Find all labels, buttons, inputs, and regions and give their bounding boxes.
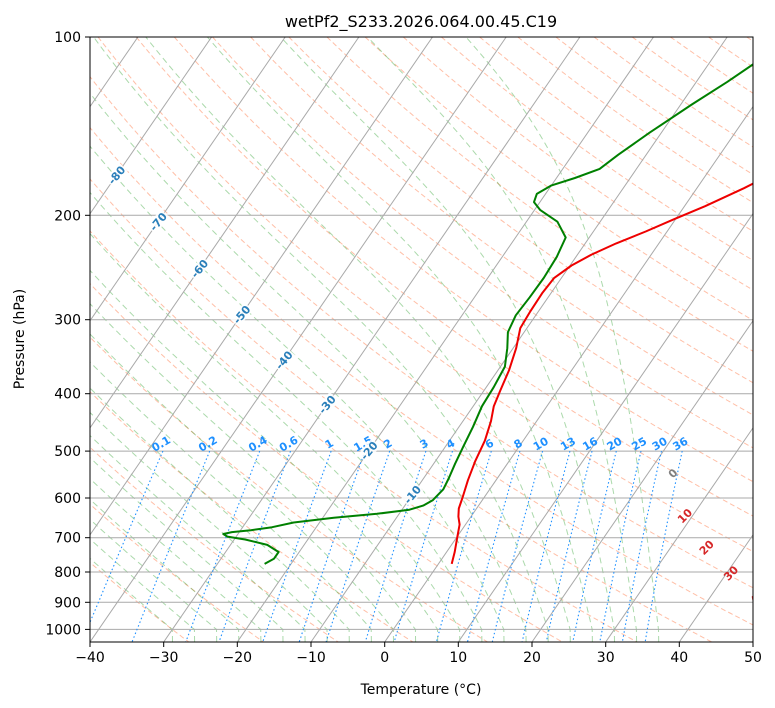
isotherm-label-bg [400,482,425,507]
x-tick-label: 10 [449,650,467,666]
dry-adiabat [250,37,753,416]
axis-ticks: −40 −30 −20 −10 0 10 20 30 40 50 100 200 300 400 500 60… [45,30,762,666]
dry-adiabat [90,230,638,642]
dry-adiabat [90,178,712,642]
mixing-ratio-line [621,450,663,642]
x-axis-label: Temperature (°C) [360,682,482,698]
moist-adiabat [90,302,417,642]
moist-adiabat [280,37,615,642]
y-axis-label: Pressure (hPa) [12,289,28,389]
x-tick-label: 0 [380,650,389,666]
sounding-series [222,63,753,565]
x-tick-label: 20 [523,650,541,666]
moist-adiabat [90,191,483,642]
dry-adiabat [90,446,339,642]
isotherm-label-bg [315,392,339,417]
temperature-line [450,182,753,565]
mixing-ratio-line [466,450,521,642]
isotherm [678,533,753,642]
isotherm [90,37,507,642]
moist-adiabat [90,145,505,642]
x-tick-label: 50 [744,650,762,666]
plot-frame [89,36,754,643]
y-tick-label: 800 [54,565,81,581]
chart-title: wetPf2_S233.2026.064.00.45.C19 [285,12,557,32]
y-tick-label: 100 [54,30,81,46]
dewpoint-line [222,63,753,565]
moist-adiabat-label: 40 [748,587,768,607]
background-lines [90,37,753,642]
x-tick-label: 40 [670,650,688,666]
dry-adiabat [90,503,264,642]
mixing-ratio-line [218,450,292,642]
isotherm [90,37,360,429]
isotherm [236,37,654,642]
mixing-ratio-line [131,450,211,642]
moist-adiabat [367,37,638,642]
isotherm [90,37,213,215]
isotherm [531,319,753,642]
isotherm-label-bg [104,162,129,188]
isotherm [163,37,581,642]
mixing-ratio-line [521,450,571,642]
mixing-ratio-line [298,450,366,642]
isotherm [384,105,753,642]
isotherm-label-bg [272,347,296,373]
mixing-ratio-line [435,450,492,642]
y-tick-label: 200 [54,208,81,224]
y-tick-label: 700 [54,531,81,547]
mixing-ratio-line [572,450,617,642]
x-tick-label: −40 [75,650,105,666]
x-tick-label: 30 [597,650,615,666]
moist-adiabat [93,37,549,642]
dry-adiabat [90,336,488,642]
moist-adiabat [207,37,593,642]
isotherm-label-bg [187,256,212,281]
mixing-ratio-line [325,450,391,642]
y-tick-label: 500 [54,444,81,460]
moist-adiabat [90,269,439,642]
mixing-ratio-line [545,450,593,642]
dry-adiabat [212,37,753,449]
moist-adiabat [90,232,461,642]
isotherm-label-bg [230,302,254,327]
moist-adiabat [90,333,394,642]
dry-adiabat [288,37,753,384]
moist-adiabat [90,361,372,642]
isotherm [457,212,753,642]
dry-adiabat [97,37,753,553]
y-tick-label: 300 [54,313,81,329]
moist-adiabat [145,37,571,642]
moist-adiabat [90,456,284,642]
moist-adiabat [90,92,527,642]
isotherm [90,37,286,322]
y-tick-label: 600 [54,491,81,507]
y-tick-label: 1000 [45,622,81,638]
dry-adiabat [90,282,563,642]
y-tick-label: 400 [54,387,81,403]
moist-adiabat [465,37,660,642]
isotherm [90,37,433,536]
isotherm [605,426,753,642]
x-tick-label: −20 [223,650,253,666]
x-tick-label: −10 [296,650,326,666]
isotherm-label-bg [357,438,381,463]
isotherm [310,37,728,642]
mixing-ratio-line [491,450,544,642]
x-tick-label: −30 [149,650,179,666]
mixing-ratio-line [599,450,642,642]
dry-adiabat [326,37,753,352]
mixing-ratio-line [185,450,261,642]
isotherm-label-bg [146,209,170,234]
moist-adiabat [90,478,262,642]
y-tick-label: 900 [54,595,81,611]
mixing-ratio-line [644,450,683,642]
